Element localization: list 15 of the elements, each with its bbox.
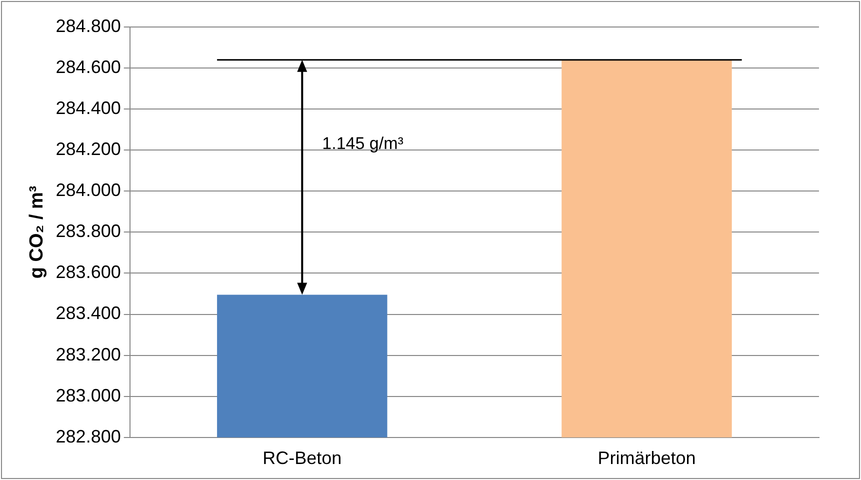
y-tick-label: 284.400 <box>56 98 121 118</box>
y-tick-label: 283.200 <box>56 344 121 364</box>
y-axis-title: g CO₂ / m³ <box>26 186 48 279</box>
y-tick-label: 284.600 <box>56 57 121 78</box>
y-tick-label: 283.000 <box>56 385 121 406</box>
y-tick-label: 284.200 <box>56 139 121 160</box>
y-tick-label: 283.400 <box>56 303 121 324</box>
y-tick-label: 282.800 <box>56 426 121 446</box>
annotation: 1.145 g/m³ <box>322 134 404 154</box>
y-tick-label: 284.800 <box>56 16 121 36</box>
y-tick-label: 283.600 <box>56 262 121 282</box>
x-tick-label: Primärbeton <box>598 448 696 468</box>
y-tick-label: 284.000 <box>56 180 121 200</box>
y-tick-label: 283.800 <box>56 221 121 242</box>
x-tick-label: RC-Beton <box>262 448 342 468</box>
